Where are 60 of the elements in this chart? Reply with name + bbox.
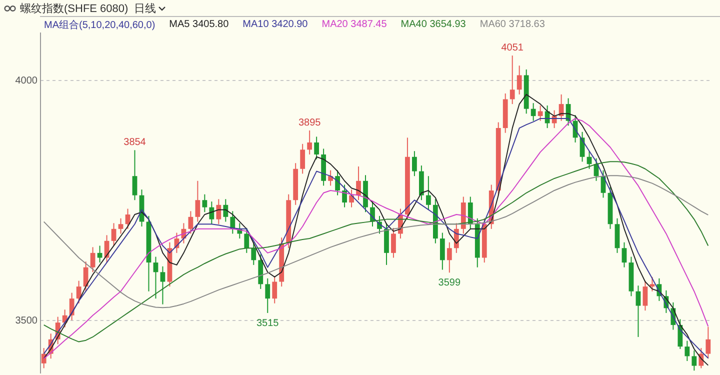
candlestick: [446, 242, 452, 274]
annotation: 3515: [256, 318, 280, 329]
text: MA10 3420.90: [242, 19, 308, 30]
candlestick: [265, 278, 270, 314]
candlestick: [530, 102, 536, 122]
candlestick: [538, 104, 543, 122]
candlestick: [76, 280, 82, 304]
candlestick: [692, 350, 697, 372]
candlestick: [111, 222, 116, 246]
text: MA5 3405.80: [169, 19, 229, 30]
candlestick: [516, 65, 522, 95]
candlestick: [622, 242, 627, 268]
candlestick: [195, 180, 200, 222]
candlestick: [90, 246, 96, 273]
candlestick: [300, 143, 306, 174]
candlestick: [544, 104, 550, 129]
line-series: [43, 161, 709, 342]
candlestick: [202, 194, 208, 213]
candlestick: [636, 285, 641, 338]
candlestick: [391, 227, 396, 258]
annotation: 4051: [501, 42, 524, 54]
candlestick: [642, 280, 648, 312]
candlestick: [328, 170, 333, 186]
candlestick: [307, 130, 312, 155]
candlestick: [510, 55, 515, 105]
annotation: 3895: [298, 117, 322, 128]
candlestick: [251, 242, 256, 266]
candlestick: [412, 150, 417, 177]
chart-title: 螺纹指数(SHFE 6080): [20, 2, 128, 16]
candlestick: [356, 166, 361, 201]
candlestick: [188, 210, 194, 234]
y-tick-label: 3500: [15, 316, 38, 327]
candlestick: [650, 276, 655, 292]
candlestick: [216, 198, 222, 225]
legend-title: MA组合(5,10,20,40,60,0): [44, 18, 156, 32]
candlestick: [440, 232, 445, 270]
candlestick: [558, 94, 564, 122]
annotation: 3599: [438, 278, 461, 289]
text: MA40 3654.93: [400, 19, 466, 30]
candlestick: [684, 340, 690, 362]
candlestick: [342, 184, 347, 208]
candlestick: [209, 201, 214, 225]
y-tick-label: 4000: [15, 76, 38, 87]
annotation: 3854: [124, 137, 146, 148]
candlestick: [706, 326, 711, 360]
candlestick: [426, 176, 431, 210]
candlestick: [335, 170, 340, 196]
candlestick: [272, 275, 278, 304]
candlestick: [153, 256, 158, 300]
candlestick: [678, 318, 683, 350]
candlestick: [69, 292, 74, 321]
candlestick: [118, 218, 124, 234]
text: MA60 3718.63: [480, 19, 545, 30]
candlestick: [132, 150, 138, 201]
text: MA20 3487.45: [322, 19, 387, 30]
chart-subtitle: 日线: [134, 2, 156, 16]
candlestick: [349, 189, 354, 208]
candlestick: [314, 136, 320, 160]
candlestick: [244, 227, 250, 254]
candlestick: [160, 266, 166, 305]
